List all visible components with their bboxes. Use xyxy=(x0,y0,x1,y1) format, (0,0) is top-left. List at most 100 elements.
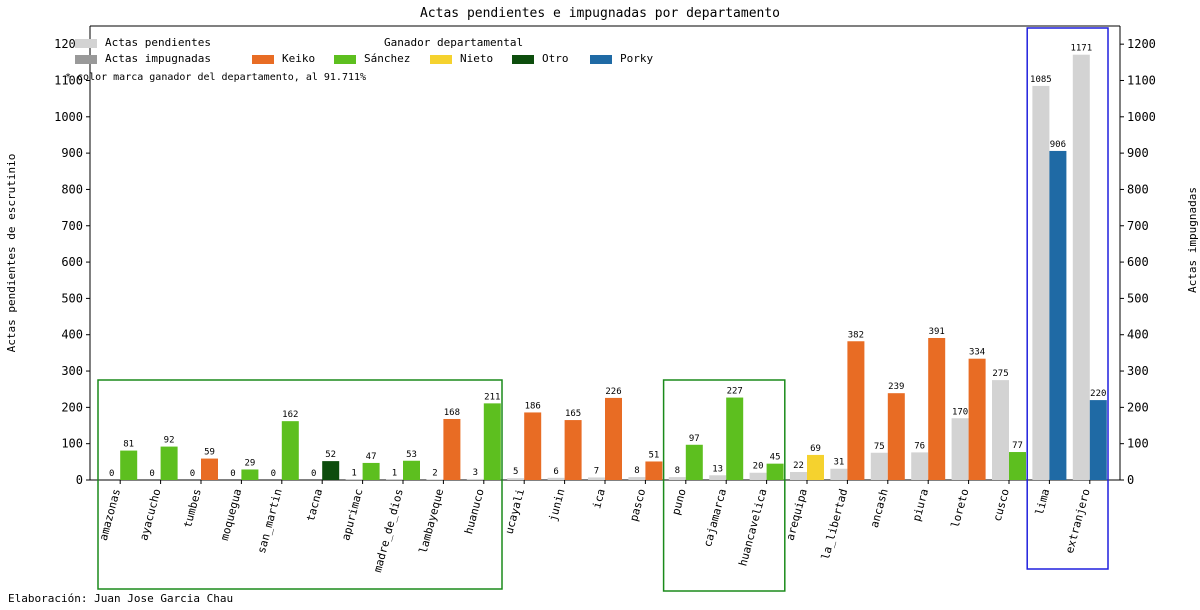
legend-winner-title: Ganador departamental xyxy=(384,36,524,49)
bar-pendientes-ica xyxy=(588,477,605,480)
bar-pendientes-ancash xyxy=(870,452,888,480)
label-impugnadas-cajamarca: 227 xyxy=(727,387,743,397)
credit: Elaboración: Juan Jose Garcia Chau xyxy=(8,592,234,605)
label-pendientes-ica: 7 xyxy=(594,466,599,476)
label-impugnadas-piura: 391 xyxy=(929,327,945,337)
bar-impugnadas-ayacucho xyxy=(160,446,178,480)
x-tick-label-cajamarca: cajamarca xyxy=(701,487,729,548)
legend-winner-label: Otro xyxy=(542,52,569,65)
bar-impugnadas-piura xyxy=(928,337,946,480)
label-pendientes-lambayeque: 2 xyxy=(432,468,437,478)
bar-impugnadas-amazonas xyxy=(120,450,138,480)
x-tick-label-la_libertad: la_libertad xyxy=(819,487,850,561)
label-pendientes-junin: 6 xyxy=(553,467,558,477)
bar-impugnadas-loreto xyxy=(968,358,986,480)
x-tick-label-ayacucho: ayacucho xyxy=(137,487,163,542)
label-impugnadas-huanuco: 211 xyxy=(484,392,500,402)
x-tick-label-extranjero: extranjero xyxy=(1063,487,1093,554)
y-tick-label-right: 1100 xyxy=(1127,73,1156,87)
label-impugnadas-ica: 226 xyxy=(605,387,621,397)
x-tick-label-cusco: cusco xyxy=(991,487,1012,522)
label-impugnadas-moquegua: 29 xyxy=(244,458,255,468)
bar-pendientes-huancavelica xyxy=(749,472,767,480)
legend-winner-swatch xyxy=(252,54,274,64)
bar-impugnadas-madre_de_dios xyxy=(403,460,420,480)
bar-pendientes-cajamarca xyxy=(709,475,727,480)
legend-impugnadas-label: Actas impugnadas xyxy=(105,52,211,65)
y-tick-label-right: 800 xyxy=(1127,182,1149,196)
bar-impugnadas-apurimac xyxy=(362,462,380,480)
label-impugnadas-ayacucho: 92 xyxy=(164,436,175,446)
legend-winner-swatch xyxy=(512,54,534,64)
y-tick-label-right: 1200 xyxy=(1127,37,1156,51)
legend-swatch-pendientes xyxy=(75,38,97,48)
label-impugnadas-arequipa: 69 xyxy=(810,444,821,454)
bar-impugnadas-pasco xyxy=(645,461,663,480)
label-pendientes-la_libertad: 31 xyxy=(833,458,844,468)
label-impugnadas-amazonas: 81 xyxy=(123,440,134,450)
y-tick-label-left: 0 xyxy=(76,473,83,487)
y-tick-label-left: 1000 xyxy=(54,110,83,124)
x-tick-label-lima: lima xyxy=(1033,487,1052,516)
x-tick-label-huanuco: huanuco xyxy=(462,487,487,535)
bar-pendientes-arequipa xyxy=(790,472,807,480)
legend-winner-1: Sánchez xyxy=(334,52,410,65)
bar-impugnadas-tumbes xyxy=(201,458,218,480)
label-pendientes-san_martin: 0 xyxy=(271,469,276,479)
bar-pendientes-la_libertad xyxy=(830,468,848,480)
bar-impugnadas-extranjero xyxy=(1089,400,1107,480)
legend-winner-2: Nieto xyxy=(430,52,493,65)
bar-pendientes-lambayeque xyxy=(426,479,444,480)
x-tick-label-ucayali: ucayali xyxy=(503,487,528,535)
y-tick-label-right: 600 xyxy=(1127,255,1149,269)
label-pendientes-lima: 1085 xyxy=(1030,75,1052,85)
bar-impugnadas-puno xyxy=(685,444,703,480)
legend-winner-swatch xyxy=(590,54,612,64)
legend-pendientes: Actas pendientes xyxy=(75,36,211,49)
y-tick-label-left: 400 xyxy=(61,328,83,342)
chart-note: * color marca ganador del departamento, … xyxy=(65,72,367,83)
label-pendientes-ucayali: 5 xyxy=(513,467,518,477)
legend-winner-label: Nieto xyxy=(460,52,494,65)
bar-impugnadas-ucayali xyxy=(524,412,542,480)
y-axis-label-left: Actas pendientes de escrutinio xyxy=(5,154,18,353)
x-tick-label-tacna: tacna xyxy=(304,487,325,522)
y-tick-label-right: 200 xyxy=(1127,400,1149,414)
label-pendientes-madre_de_dios: 1 xyxy=(392,469,397,479)
bar-pendientes-extranjero xyxy=(1072,54,1090,480)
label-pendientes-ancash: 75 xyxy=(874,442,885,452)
legend-winner-swatch xyxy=(430,54,452,64)
label-pendientes-huanuco: 3 xyxy=(473,468,478,478)
legend-winner-label: Porky xyxy=(620,52,654,65)
label-impugnadas-extranjero: 220 xyxy=(1090,389,1106,399)
y-axis-label-right: Actas impugnadas xyxy=(1186,187,1199,293)
legend-winner-0: Keiko xyxy=(252,52,315,65)
bar-pendientes-junin xyxy=(547,477,565,480)
x-tick-label-amazonas: amazonas xyxy=(97,487,123,542)
legend-swatch-impugnadas xyxy=(75,54,97,64)
bar-impugnadas-ancash xyxy=(887,393,905,480)
label-impugnadas-tacna: 52 xyxy=(325,450,336,460)
y-tick-label-left: 1100 xyxy=(54,73,83,87)
bar-impugnadas-cajamarca xyxy=(726,397,744,480)
bar-pendientes-huanuco xyxy=(466,478,484,480)
label-impugnadas-puno: 97 xyxy=(689,434,700,444)
label-pendientes-huancavelica: 20 xyxy=(753,462,764,472)
label-impugnadas-lambayeque: 168 xyxy=(444,408,460,418)
y-tick-label-left: 900 xyxy=(61,146,83,160)
legend-impugnadas: Actas impugnadas xyxy=(75,52,211,65)
label-impugnadas-madre_de_dios: 53 xyxy=(406,450,417,460)
bar-impugnadas-lambayeque xyxy=(443,418,461,480)
bar-impugnadas-ica xyxy=(605,397,622,480)
label-pendientes-amazonas: 0 xyxy=(109,469,114,479)
bar-pendientes-pasco xyxy=(628,477,646,480)
label-impugnadas-junin: 165 xyxy=(565,409,581,419)
x-tick-label-apurimac: apurimac xyxy=(339,487,365,542)
y-tick-label-left: 300 xyxy=(61,364,83,378)
bar-impugnadas-san_martin xyxy=(281,421,299,480)
bar-impugnadas-huanuco xyxy=(483,403,501,480)
y-tick-label-left: 600 xyxy=(61,255,83,269)
bar-impugnadas-moquegua xyxy=(241,469,259,480)
y-tick-label-left: 700 xyxy=(61,219,83,233)
